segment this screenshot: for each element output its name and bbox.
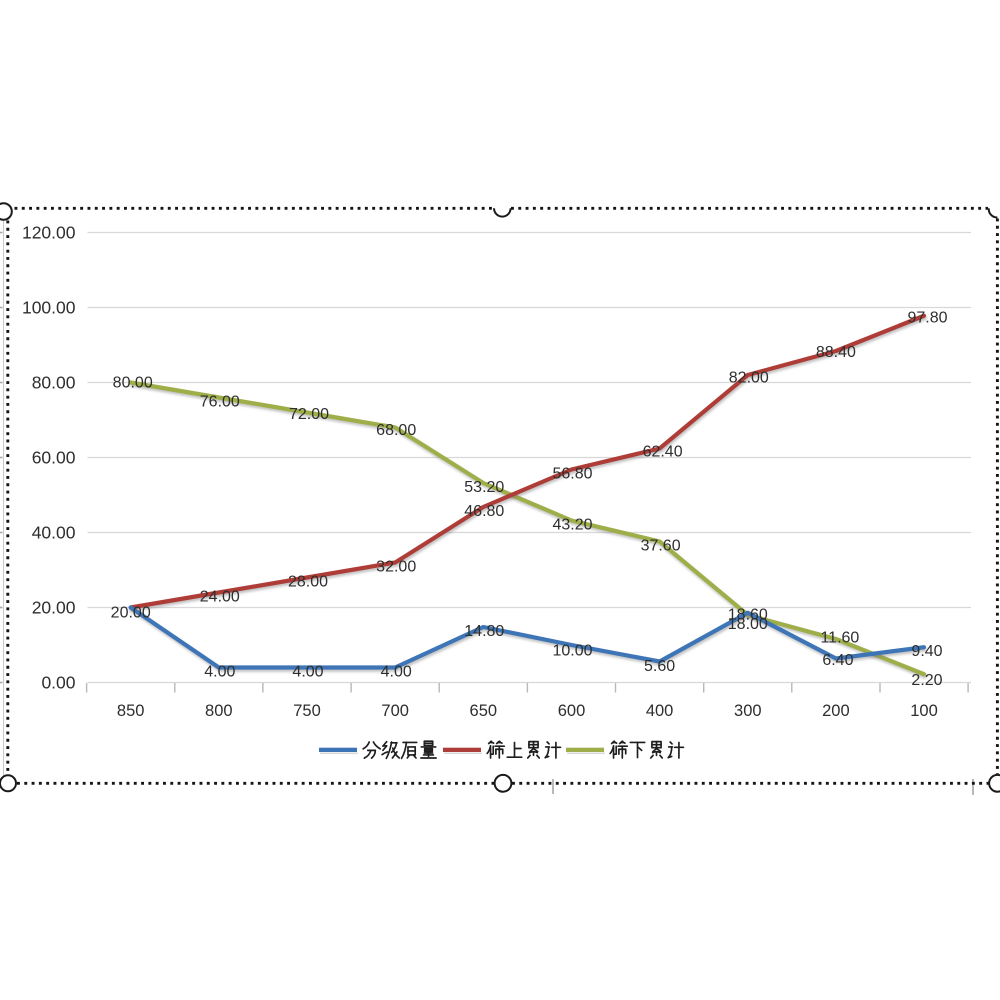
svg-text:76.00: 76.00 xyxy=(200,394,240,411)
svg-text:11.60: 11.60 xyxy=(820,630,859,647)
svg-text:4.00: 4.00 xyxy=(381,664,412,681)
svg-text:53.20: 53.20 xyxy=(464,479,504,496)
svg-text:46.80: 46.80 xyxy=(464,503,504,520)
svg-text:2.20: 2.20 xyxy=(911,672,942,689)
svg-text:40.00: 40.00 xyxy=(32,523,76,543)
svg-text:97.80: 97.80 xyxy=(907,309,947,326)
svg-text:100: 100 xyxy=(910,702,938,720)
svg-text:650: 650 xyxy=(470,702,498,720)
svg-text:80.00: 80.00 xyxy=(32,373,76,393)
svg-text:0.00: 0.00 xyxy=(41,673,75,693)
svg-text:100.00: 100.00 xyxy=(22,298,76,318)
svg-text:32.00: 32.00 xyxy=(376,559,416,576)
svg-text:850: 850 xyxy=(117,702,145,720)
svg-text:28.00: 28.00 xyxy=(288,574,328,591)
svg-text:37.60: 37.60 xyxy=(641,538,681,555)
svg-text:750: 750 xyxy=(293,702,321,720)
svg-text:400: 400 xyxy=(646,702,674,720)
svg-text:68.00: 68.00 xyxy=(376,422,416,439)
svg-text:10.00: 10.00 xyxy=(552,643,592,660)
svg-text:43.20: 43.20 xyxy=(552,517,592,534)
svg-text:14.80: 14.80 xyxy=(464,623,504,640)
svg-text:20.00: 20.00 xyxy=(111,605,151,622)
svg-text:24.00: 24.00 xyxy=(200,589,240,606)
svg-text:88.40: 88.40 xyxy=(816,344,856,361)
svg-text:4.00: 4.00 xyxy=(292,664,323,681)
svg-text:20.00: 20.00 xyxy=(32,598,76,618)
svg-text:82.00: 82.00 xyxy=(729,370,769,387)
svg-text:300: 300 xyxy=(734,702,762,720)
svg-text:200: 200 xyxy=(822,702,850,720)
svg-text:120.00: 120.00 xyxy=(22,223,76,243)
svg-text:56.80: 56.80 xyxy=(552,466,592,483)
svg-text:800: 800 xyxy=(205,702,233,720)
svg-text:4.00: 4.00 xyxy=(204,664,235,681)
svg-text:72.00: 72.00 xyxy=(289,406,329,423)
svg-text:18.00: 18.00 xyxy=(728,616,768,633)
svg-text:80.00: 80.00 xyxy=(113,375,153,392)
svg-text:700: 700 xyxy=(381,702,409,720)
svg-text:5.60: 5.60 xyxy=(644,658,675,675)
svg-text:60.00: 60.00 xyxy=(32,448,76,468)
svg-text:6.40: 6.40 xyxy=(822,652,853,669)
svg-text:600: 600 xyxy=(558,702,586,720)
svg-text:62.40: 62.40 xyxy=(643,444,683,461)
svg-text:9.40: 9.40 xyxy=(911,643,942,660)
svg-text:18.60: 18.60 xyxy=(728,606,768,623)
